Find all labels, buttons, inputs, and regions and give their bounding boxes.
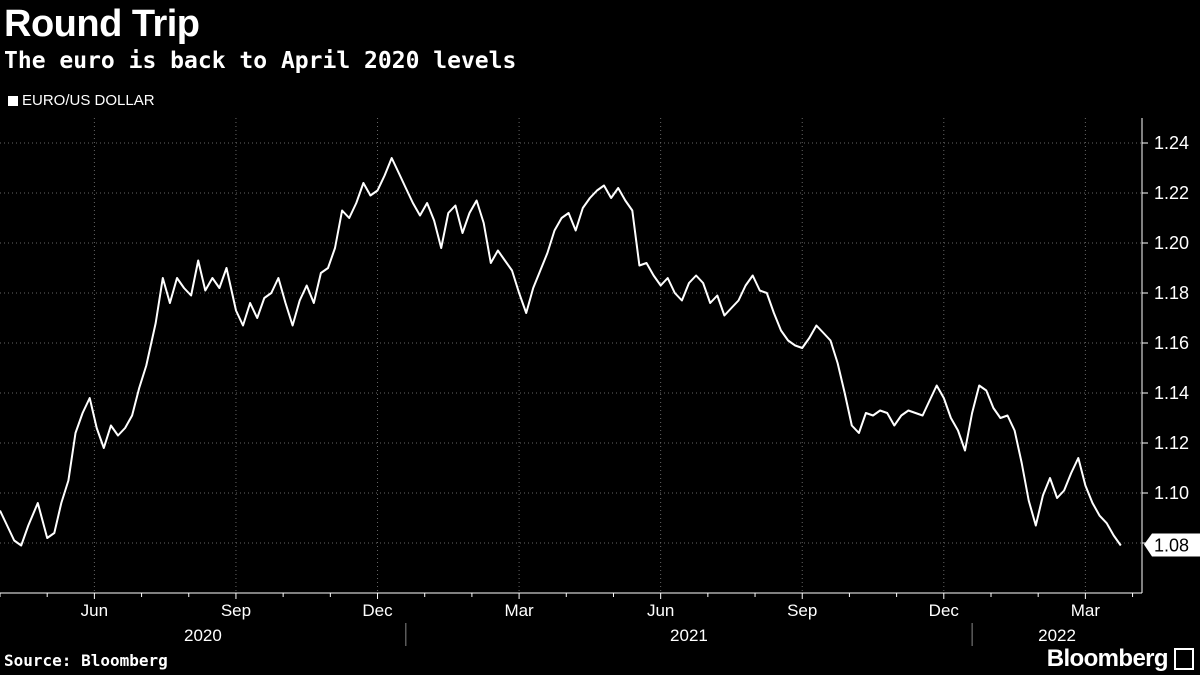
x-tick-label: Mar (1071, 601, 1101, 620)
axis-labels: 1.10 1.12 1.14 1.16 1.18 1.20 1.22 1.24 Jun Sep De… (81, 133, 1200, 645)
y-tick-label: 1.18 (1154, 283, 1189, 303)
y-tick-label: 1.10 (1154, 483, 1189, 503)
y-tick-label: 1.14 (1154, 383, 1189, 403)
x-tick-label: Sep (787, 601, 817, 620)
x-tick-label: Sep (221, 601, 251, 620)
grid-lines (0, 118, 1142, 593)
bloomberg-logo: Bloomberg (1046, 645, 1169, 672)
y-tick-label: 1.24 (1154, 133, 1189, 153)
bloomberg-terminal-icon (1174, 648, 1194, 670)
y-tick-label: 1.20 (1154, 233, 1189, 253)
year-label: 2022 (1038, 626, 1076, 645)
x-tick-label: Dec (362, 601, 393, 620)
y-tick-label: 1.22 (1154, 183, 1189, 203)
chart-subtitle: The euro is back to April 2020 levels (4, 48, 517, 74)
source-note: Source: Bloomberg (4, 651, 168, 670)
y-tick-label: 1.12 (1154, 433, 1189, 453)
year-label: 2021 (670, 626, 708, 645)
series-layer (0, 157, 1122, 547)
last-value-callout (1144, 533, 1200, 557)
x-tick-label: Mar (504, 601, 534, 620)
y-tick-label: 1.16 (1154, 333, 1189, 353)
axes (0, 118, 1148, 646)
legend-label: EURO/US DOLLAR (22, 92, 155, 109)
chart-title: Round Trip (4, 3, 200, 45)
last-value-label: 1.08 (1154, 536, 1189, 556)
x-tick-label: Dec (929, 601, 960, 620)
legend-swatch (8, 96, 18, 106)
year-label: 2020 (184, 626, 222, 645)
series-line-euro-usd (0, 157, 1122, 547)
x-tick-label: Jun (647, 601, 674, 620)
legend: EURO/US DOLLAR (8, 92, 155, 110)
x-tick-label: Jun (81, 601, 108, 620)
